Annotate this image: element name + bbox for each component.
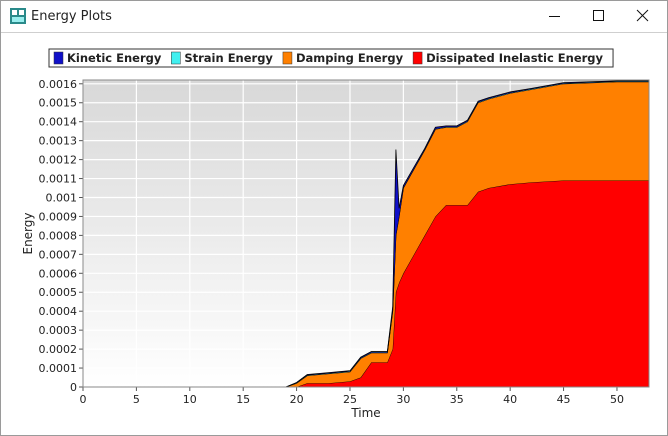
y-tick-label: 0.0004: [39, 305, 78, 318]
legend-label: Damping Energy: [296, 51, 404, 65]
area-edge: [83, 80, 649, 388]
y-tick-label: 0.001: [46, 191, 78, 204]
x-tick-label: 10: [183, 393, 197, 406]
y-tick-label: 0.0002: [39, 343, 78, 356]
legend-swatch: [282, 51, 293, 65]
x-tick-label: 45: [557, 393, 571, 406]
legend-label: Kinetic Energy: [67, 51, 162, 65]
legend-swatch: [53, 51, 64, 65]
window-title: Energy Plots: [31, 9, 112, 24]
y-axis-label: Energy: [21, 212, 35, 254]
x-tick-label: 20: [290, 393, 304, 406]
x-tick-label: 40: [503, 393, 517, 406]
legend-label: Strain Energy: [184, 51, 273, 65]
y-tick-label: 0.0011: [39, 173, 78, 186]
legend-box: [48, 48, 614, 68]
y-tick-label: 0.0015: [39, 97, 78, 110]
y-tick-label: 0: [70, 381, 77, 394]
x-tick-label: 15: [236, 393, 250, 406]
area: [83, 180, 649, 387]
x-tick-label: 35: [450, 393, 464, 406]
plot-frame: [82, 79, 650, 388]
y-tick-label: 0.0012: [39, 154, 78, 167]
y-tick-label: 0.0005: [39, 286, 78, 299]
legend-swatch: [171, 51, 181, 65]
x-tick-label: 25: [343, 393, 357, 406]
maximize-button[interactable]: [593, 10, 604, 21]
y-tick-label: 0.0001: [39, 362, 78, 375]
x-tick-label: 30: [396, 393, 410, 406]
y-tick-label: 0.0008: [39, 229, 78, 242]
y-tick-label: 0.0007: [39, 248, 78, 261]
y-tick-label: 0.0016: [39, 78, 78, 91]
y-tick-label: 0.0006: [39, 267, 78, 280]
close-button[interactable]: [636, 9, 649, 22]
x-axis-label: Time: [350, 406, 380, 420]
y-tick-label: 0.0009: [39, 210, 78, 223]
legend-label: Dissipated Inelastic Energy: [426, 51, 603, 65]
x-tick-label: 0: [80, 393, 87, 406]
area: [83, 81, 649, 387]
x-tick-label: 50: [610, 393, 624, 406]
legend-swatch: [412, 51, 423, 65]
x-tick-label: 5: [133, 393, 140, 406]
y-tick-label: 0.0003: [39, 324, 78, 337]
app-icon: [10, 8, 26, 24]
y-tick-label: 0.0013: [39, 135, 78, 148]
y-tick-label: 0.0014: [39, 116, 78, 129]
